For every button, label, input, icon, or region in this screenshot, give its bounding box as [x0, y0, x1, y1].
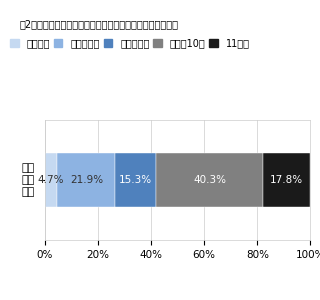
Text: 17.8%: 17.8%	[270, 175, 303, 185]
Legend: ４月以前, ５月〜６月, ７月〜８月, ９月〜10月, 11月〜: ４月以前, ５月〜６月, ７月〜８月, ９月〜10月, 11月〜	[10, 38, 250, 49]
Bar	[156, 153, 263, 207]
Text: 15.3%: 15.3%	[119, 175, 152, 185]
Bar	[45, 153, 57, 207]
Bar	[263, 153, 310, 207]
Text: 21.9%: 21.9%	[70, 175, 103, 185]
Bar	[116, 153, 156, 207]
Text: 40.3%: 40.3%	[193, 175, 226, 185]
Bar	[57, 153, 116, 207]
Text: 図2　就職活動準備の開始時期はいつ頃から行いましたか？: 図2 就職活動準備の開始時期はいつ頃から行いましたか？	[19, 20, 178, 29]
Text: 4.7%: 4.7%	[38, 175, 64, 185]
